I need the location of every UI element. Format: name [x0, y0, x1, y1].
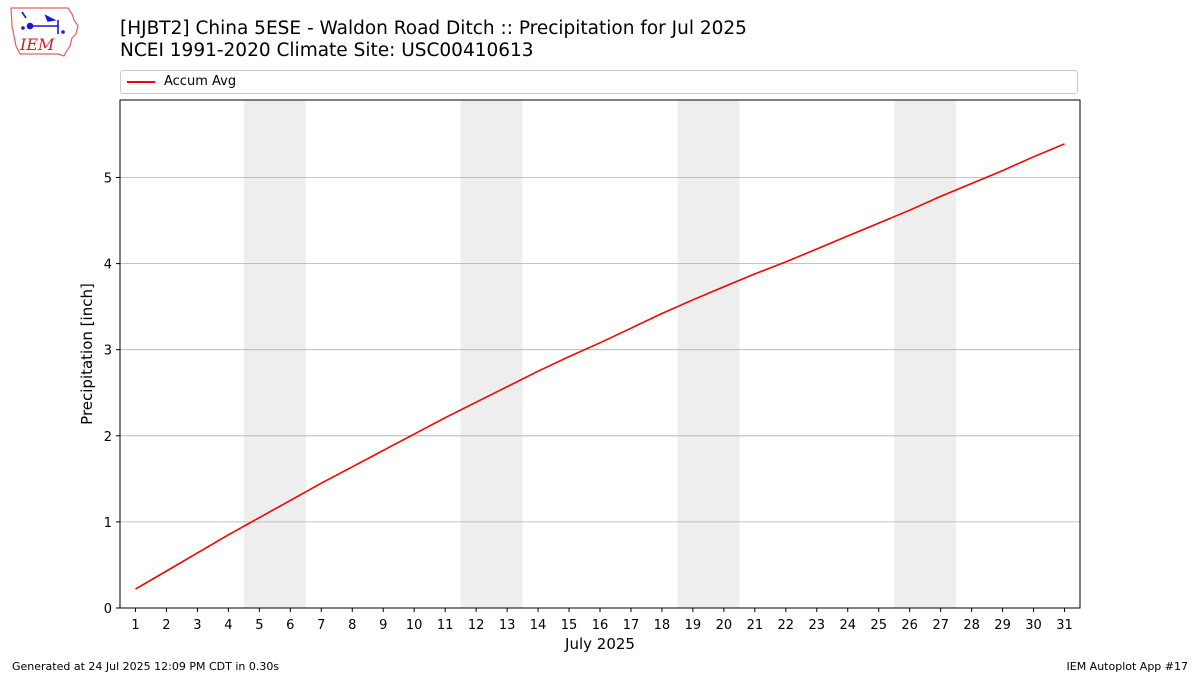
- title-line-1: [HJBT2] China 5ESE - Waldon Road Ditch :…: [120, 18, 747, 39]
- x-tick-label: 29: [994, 618, 1011, 633]
- x-tick-label: 16: [592, 618, 609, 633]
- x-tick-label: 12: [468, 618, 485, 633]
- title-line-2: NCEI 1991-2020 Climate Site: USC00410613: [120, 40, 534, 61]
- y-axis-label: Precipitation [inch]: [78, 283, 96, 425]
- x-tick-label: 23: [809, 618, 826, 633]
- x-tick-label: 10: [406, 618, 423, 633]
- y-tick-label: 5: [104, 171, 112, 186]
- logo-text: IEM: [19, 35, 55, 54]
- x-tick-label: 14: [530, 618, 547, 633]
- x-tick-label: 21: [747, 618, 764, 633]
- y-tick-label: 2: [104, 430, 112, 445]
- iem-logo: IEM: [10, 7, 79, 57]
- grid-lines: [120, 177, 1080, 523]
- x-tick-label: 22: [778, 618, 795, 633]
- x-tick-label: 18: [654, 618, 671, 633]
- x-tick-label: 6: [286, 618, 294, 633]
- x-tick-label: 13: [499, 618, 516, 633]
- weekend-bands: [243, 100, 957, 608]
- weekend-band: [677, 100, 740, 608]
- x-tick-label: 11: [437, 618, 454, 633]
- x-tick-label: 25: [870, 618, 887, 633]
- x-tick-label: 17: [623, 618, 640, 633]
- x-tick-label: 8: [348, 618, 356, 633]
- legend: Accum Avg: [120, 70, 1078, 94]
- chart-title: [HJBT2] China 5ESE - Waldon Road Ditch :…: [120, 18, 747, 62]
- x-tick-label: 31: [1056, 618, 1073, 633]
- x-tick-label: 24: [839, 618, 856, 633]
- x-tick-label: 15: [561, 618, 578, 633]
- y-tick-label: 3: [104, 344, 112, 359]
- x-tick-label: 7: [317, 618, 325, 633]
- y-tick-label: 4: [104, 258, 112, 273]
- weekend-band: [243, 100, 306, 608]
- legend-swatch: [127, 81, 155, 83]
- x-tick-label: 26: [901, 618, 918, 633]
- x-tick-label: 30: [1025, 618, 1042, 633]
- x-tick-label: 4: [224, 618, 232, 633]
- x-axis-label: July 2025: [564, 635, 635, 653]
- y-tick-label: 0: [104, 602, 112, 617]
- x-tick-label: 3: [193, 618, 201, 633]
- x-tick-label: 27: [932, 618, 949, 633]
- x-tick-label: 20: [716, 618, 733, 633]
- weekend-band: [894, 100, 957, 608]
- x-tick-label: 5: [255, 618, 263, 633]
- app-credit: IEM Autoplot App #17: [1066, 660, 1189, 673]
- legend-label: Accum Avg: [164, 74, 237, 89]
- iowa-outline-icon: [10, 7, 79, 57]
- x-tick-label: 28: [963, 618, 980, 633]
- generated-timestamp: Generated at 24 Jul 2025 12:09 PM CDT in…: [12, 660, 280, 673]
- weekend-band: [460, 100, 523, 608]
- x-tick-label: 9: [379, 618, 387, 633]
- accum-avg-line: [135, 143, 1065, 590]
- weather-station-icon: [21, 11, 65, 34]
- x-tick-label: 2: [162, 618, 170, 633]
- y-axis: 0 1 2 3 4 5: [104, 171, 120, 617]
- x-tick-label: 19: [685, 618, 702, 633]
- x-axis: 1 2 3 4 5 6 7 8 9 10 11 12 13 14 15 16 17 18 19 20 21 22 23 24 2…: [131, 608, 1073, 633]
- y-tick-label: 1: [104, 516, 112, 531]
- x-tick-label: 1: [131, 618, 139, 633]
